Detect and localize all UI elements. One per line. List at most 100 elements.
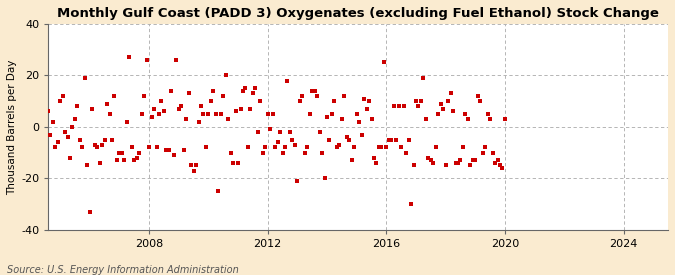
Point bbox=[418, 76, 429, 80]
Point bbox=[89, 143, 100, 147]
Point bbox=[235, 107, 246, 111]
Point bbox=[358, 96, 369, 101]
Point bbox=[200, 145, 211, 150]
Point bbox=[270, 145, 281, 150]
Point bbox=[319, 176, 330, 180]
Point bbox=[446, 91, 456, 96]
Point bbox=[245, 107, 256, 111]
Point bbox=[383, 138, 394, 142]
Point bbox=[87, 107, 98, 111]
Point bbox=[349, 145, 360, 150]
Point bbox=[144, 145, 155, 150]
Y-axis label: Thousand Barrels per Day: Thousand Barrels per Day bbox=[7, 59, 17, 194]
Point bbox=[257, 150, 268, 155]
Point bbox=[109, 94, 120, 98]
Point bbox=[275, 130, 286, 134]
Point bbox=[391, 138, 402, 142]
Point bbox=[386, 138, 397, 142]
Point bbox=[203, 112, 214, 116]
Point bbox=[59, 130, 70, 134]
Point bbox=[260, 145, 271, 150]
Point bbox=[462, 117, 473, 121]
Point bbox=[435, 101, 446, 106]
Point bbox=[480, 145, 491, 150]
Point bbox=[406, 202, 416, 206]
Point bbox=[134, 150, 144, 155]
Point bbox=[80, 76, 90, 80]
Point bbox=[107, 138, 117, 142]
Point bbox=[290, 143, 300, 147]
Point bbox=[300, 150, 310, 155]
Point bbox=[489, 161, 500, 165]
Point bbox=[324, 138, 335, 142]
Point bbox=[500, 117, 510, 121]
Point bbox=[248, 91, 259, 96]
Point bbox=[102, 101, 113, 106]
Point bbox=[188, 168, 199, 173]
Point bbox=[423, 156, 434, 160]
Point bbox=[433, 112, 443, 116]
Point bbox=[331, 145, 342, 150]
Point bbox=[190, 163, 201, 168]
Point bbox=[413, 104, 424, 108]
Point bbox=[166, 89, 177, 93]
Point bbox=[92, 145, 103, 150]
Point bbox=[307, 89, 318, 93]
Point bbox=[361, 107, 372, 111]
Point bbox=[45, 132, 55, 137]
Point bbox=[154, 112, 165, 116]
Point bbox=[460, 112, 471, 116]
Point bbox=[312, 94, 323, 98]
Point bbox=[356, 132, 367, 137]
Point bbox=[32, 117, 43, 121]
Point bbox=[394, 104, 404, 108]
Point bbox=[186, 163, 196, 168]
Point bbox=[223, 117, 234, 121]
Point bbox=[50, 145, 61, 150]
Point bbox=[321, 114, 332, 119]
Point bbox=[467, 158, 478, 163]
Point bbox=[124, 55, 135, 60]
Point bbox=[70, 117, 80, 121]
Point bbox=[57, 94, 68, 98]
Point bbox=[354, 119, 364, 124]
Point bbox=[218, 94, 229, 98]
Point bbox=[227, 161, 238, 165]
Point bbox=[146, 114, 157, 119]
Point bbox=[215, 112, 226, 116]
Point bbox=[74, 138, 85, 142]
Point bbox=[277, 150, 288, 155]
Point bbox=[477, 150, 488, 155]
Point bbox=[336, 117, 347, 121]
Point bbox=[475, 99, 485, 103]
Point bbox=[40, 99, 51, 103]
Point bbox=[82, 163, 92, 168]
Point bbox=[455, 158, 466, 163]
Point bbox=[193, 119, 204, 124]
Point bbox=[77, 145, 88, 150]
Point bbox=[381, 145, 392, 150]
Point bbox=[448, 109, 458, 114]
Point bbox=[119, 158, 130, 163]
Point bbox=[396, 145, 406, 150]
Point bbox=[242, 145, 253, 150]
Point bbox=[139, 94, 150, 98]
Point bbox=[443, 99, 454, 103]
Point bbox=[453, 161, 464, 165]
Point bbox=[487, 150, 498, 155]
Point bbox=[95, 161, 105, 165]
Point bbox=[163, 148, 174, 152]
Point bbox=[136, 112, 147, 116]
Point bbox=[329, 99, 340, 103]
Point bbox=[371, 161, 382, 165]
Point bbox=[198, 112, 209, 116]
Point bbox=[279, 145, 290, 150]
Point bbox=[220, 73, 231, 78]
Point bbox=[398, 104, 409, 108]
Point bbox=[173, 107, 184, 111]
Point bbox=[373, 145, 384, 150]
Point bbox=[114, 150, 125, 155]
Point bbox=[465, 163, 476, 168]
Point bbox=[141, 58, 152, 62]
Point bbox=[416, 99, 427, 103]
